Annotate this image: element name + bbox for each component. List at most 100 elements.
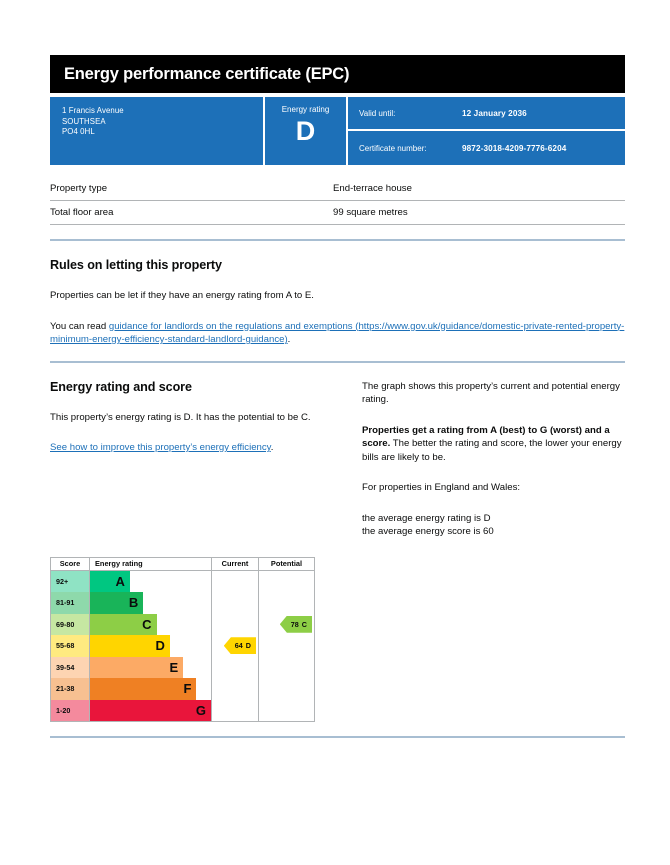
header-score: Score (51, 557, 90, 570)
current-rating-cell (212, 699, 259, 721)
energy-rating-value: D (295, 116, 316, 146)
header-potential: Potential (270, 558, 303, 568)
band-bar: F (90, 678, 197, 700)
band-score-range: 92+ (51, 570, 90, 592)
average-rating-line: the average energy rating is D (362, 512, 491, 524)
band-letter: E (169, 659, 179, 675)
band-score-range: 55-68 (51, 635, 90, 657)
epc-band-row: 55-68 D 64 D (51, 635, 314, 657)
potential-rating-cell (259, 700, 314, 722)
page-title: Energy performance certificate (EPC) (64, 64, 350, 83)
current-rating-cell (212, 656, 259, 678)
header-current: Current (212, 557, 259, 570)
total-floor-area-value: 99 square metres (333, 200, 625, 225)
table-row: Property type End-terrace house (50, 177, 625, 201)
rating-paragraph: This property’s energy rating is D. It h… (50, 411, 311, 423)
property-type-label: Property type (50, 177, 333, 201)
epc-band-row: 92+ A (51, 570, 314, 592)
band-letter: G (195, 702, 206, 718)
epc-band-row: 1-20 G (51, 699, 314, 722)
region-line: For properties in England and Wales: (362, 482, 521, 493)
property-details-table: Property type End-terrace house Total fl… (50, 177, 625, 225)
rating-right-column: The graph shows this property’s current … (355, 363, 625, 539)
address-line-3: PO4 0HL (62, 127, 95, 136)
guidance-prefix: You can read (50, 320, 109, 332)
average-score-line: the average energy score is 60 (362, 526, 494, 537)
certificate-summary: 1 Francis Avenue SOUTHSEA PO4 0HL Energy… (50, 97, 625, 165)
rating-explainer-text: Properties get a rating from A (best) to… (362, 424, 625, 465)
band-bar-cell: C (90, 613, 212, 635)
band-letter: D (155, 638, 165, 654)
band-bar: C (90, 613, 157, 635)
property-type-value: End-terrace house (333, 177, 625, 201)
valid-until-row: Valid until: 12 January 2036 (348, 97, 625, 131)
potential-rating-cell (259, 592, 314, 614)
valid-until-label: Valid until: (359, 108, 396, 118)
band-letter: C (142, 616, 152, 632)
band-bar: E (90, 656, 184, 678)
property-address: 1 Francis Avenue SOUTHSEA PO4 0HL (50, 97, 265, 165)
valid-until-value: 12 January 2036 (462, 108, 527, 118)
current-rating-cell (212, 592, 259, 614)
improve-efficiency-link[interactable]: See how to improve this property’s energ… (50, 442, 271, 453)
marker-score: 78 (290, 619, 299, 629)
section-divider-rating (50, 360, 625, 363)
current-rating-cell: 64 D (212, 635, 259, 657)
letting-paragraph: Properties can be let if they have an en… (50, 290, 314, 301)
rating-explainer-bold: Properties get a rating from A (best) to… (362, 424, 610, 450)
epc-band-row: 21-38 F (51, 678, 314, 700)
address-line-2: SOUTHSEA (62, 116, 106, 126)
total-floor-area-label: Total floor area (50, 200, 333, 225)
landlord-guidance-link[interactable]: guidance for landlords on the regulation… (50, 320, 625, 346)
header-energy-rating: Energy rating (90, 557, 212, 570)
certificate-number-row: Certificate number: 9872-3018-4209-7776-… (348, 131, 625, 165)
improve-efficiency-suffix: . (270, 442, 274, 453)
address-line-1: 1 Francis Avenue (62, 106, 124, 115)
current-rating-marker: 64 D (223, 637, 256, 655)
marker-band: D (245, 641, 251, 651)
band-bar: A (90, 570, 130, 592)
region-averages: the average energy rating is D the avera… (362, 512, 625, 539)
potential-rating-cell: 78 C (259, 614, 314, 636)
band-score-range: 81-91 (51, 592, 90, 614)
certificate-number-label: Certificate number: (359, 143, 427, 153)
rating-explainer-rest: The better the rating and score, the low… (362, 438, 622, 463)
letting-heading: Rules on letting this property (50, 258, 222, 272)
property-details-body: Property type End-terrace house Total fl… (50, 177, 625, 225)
improve-efficiency-paragraph: See how to improve this property’s energ… (50, 441, 355, 455)
band-bar: G (90, 699, 211, 721)
band-bar-cell: G (90, 699, 212, 721)
section-divider-footer (50, 736, 625, 738)
letting-guidance-paragraph: You can read guidance for landlords on t… (50, 320, 625, 347)
band-score-range: 69-80 (51, 613, 90, 635)
band-score-range: 1-20 (51, 699, 90, 721)
energy-rating-label: Energy rating (281, 105, 330, 114)
potential-rating-cell (259, 635, 314, 657)
rating-heading: Energy rating and score (50, 379, 192, 394)
current-rating-cell (212, 570, 259, 592)
rating-left-column: Energy rating and score This property’s … (50, 363, 355, 539)
potential-rating-cell (259, 657, 314, 679)
band-letter: F (183, 681, 192, 697)
epc-graph-header: Score Energy rating Current Potential (51, 557, 314, 571)
certificate-number-value: 9872-3018-4209-7776-6204 (462, 143, 567, 153)
band-letter: A (115, 573, 125, 589)
band-bar-cell: B (90, 592, 212, 614)
marker-band: C (301, 619, 307, 629)
band-bar-cell: D (90, 635, 212, 657)
section-divider-letting (50, 239, 625, 241)
epc-band-row: 81-91 B (51, 592, 314, 614)
band-letter: B (128, 595, 139, 611)
epc-band-row: 39-54 E (51, 656, 314, 679)
band-score-range: 39-54 (51, 656, 90, 678)
document-banner: Energy performance certificate (EPC) (50, 55, 625, 93)
potential-rating-cell (259, 678, 314, 700)
current-rating-cell (212, 613, 259, 635)
band-bar-cell: A (90, 570, 212, 592)
band-bar-cell: E (90, 656, 212, 678)
certificate-meta: Valid until: 12 January 2036 Certificate… (348, 97, 625, 165)
band-bar-cell: F (90, 678, 212, 700)
rating-and-score-section: Energy rating and score This property’s … (50, 363, 625, 539)
band-bar: B (90, 592, 144, 614)
